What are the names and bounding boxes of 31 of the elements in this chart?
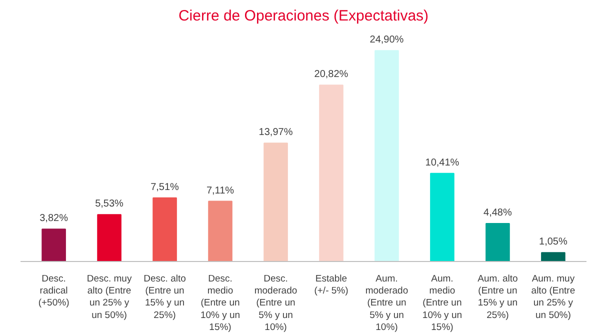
data-label: 7,51%: [150, 182, 180, 193]
bar: [374, 50, 399, 262]
data-label: 24,90%: [370, 34, 404, 46]
data-label: 7,11%: [206, 185, 234, 196]
bar: [264, 142, 288, 262]
bar: [319, 84, 344, 262]
bar: [97, 214, 122, 262]
data-label: 3,82%: [40, 213, 68, 224]
data-label: 5,53%: [95, 198, 124, 210]
x-tick-label: Desc. alto (Entre un 15% y un 25%): [144, 274, 186, 321]
data-label: 4,48%: [484, 208, 512, 219]
data-label: 13,97%: [258, 127, 293, 138]
x-tick-label: Aum. medio (Entre un 10% y un 15%): [422, 274, 462, 333]
bar: [541, 252, 566, 262]
x-tick-label: Aum. alto (Entre un 15% y un 25%): [478, 274, 518, 321]
x-tick-label: Desc. radical (+50%): [38, 274, 70, 309]
bar: [42, 228, 66, 262]
data-label: 1,05%: [539, 236, 568, 248]
x-tick-label: Aum. muy alto (Entre un 25% y un 50%): [531, 274, 576, 321]
x-tick-label: Desc. moderado (Entre un 5% y un 10%): [254, 274, 298, 333]
data-label: 20,82%: [314, 69, 348, 80]
bar: [486, 223, 510, 262]
data-label: 10,41%: [425, 157, 460, 168]
bar: [152, 197, 177, 262]
x-tick-label: Desc. medio (Entre un 10% y un 15%): [200, 274, 240, 333]
chart-title: Cierre de Operaciones (Expectativas): [178, 8, 429, 24]
x-tick-label: Estable (+/- 5%): [314, 274, 348, 297]
bar: [430, 172, 454, 262]
x-tick-label: Aum. moderado (Entre un 5% y un 10%): [365, 274, 408, 333]
x-tick-label: Desc. muy alto (Entre un 25% y un 50%): [86, 274, 132, 321]
bar: [208, 200, 232, 262]
